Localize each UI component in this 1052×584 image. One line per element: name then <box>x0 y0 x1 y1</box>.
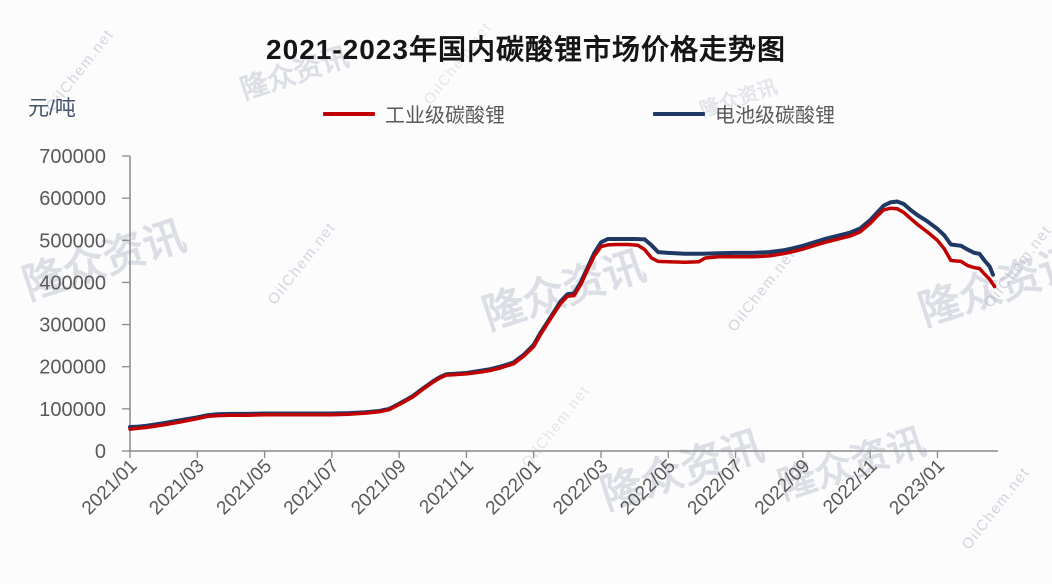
x-axis-tick-label: 2021/01 <box>78 456 141 519</box>
y-axis-tick-label: 600000 <box>39 188 106 210</box>
x-axis-tick-label: 2021/05 <box>213 456 276 519</box>
x-axis-tick-label: 2022/11 <box>819 456 881 518</box>
x-axis-tick-label: 2023/01 <box>886 456 949 519</box>
x-axis-tick-label: 2021/03 <box>145 456 208 519</box>
y-axis-unit-label: 元/吨 <box>28 97 76 120</box>
x-axis-tick-label: 2022/07 <box>684 456 747 519</box>
x-axis-tick-label: 2022/09 <box>751 456 814 519</box>
x-axis-tick-label: 2021/07 <box>280 456 343 519</box>
y-axis-tick-label: 500000 <box>39 230 106 252</box>
y-axis-tick-label: 400000 <box>39 272 106 294</box>
y-axis-tick-label: 0 <box>95 441 106 463</box>
y-axis-tick-label: 300000 <box>39 315 106 337</box>
x-axis-tick-label: 2021/09 <box>347 456 410 519</box>
x-axis-tick-label: 2022/01 <box>482 456 545 519</box>
x-axis-tick-label: 2022/03 <box>549 456 612 519</box>
series-line-industrial <box>128 206 997 431</box>
y-axis-tick-label: 200000 <box>39 357 106 379</box>
series-line-battery <box>128 199 995 429</box>
chart-title: 2021-2023年国内碳酸锂市场价格走势图 <box>266 34 786 65</box>
x-axis-tick-label: 2022/05 <box>616 456 679 519</box>
y-axis-tick-label: 700000 <box>39 146 106 168</box>
y-axis-tick-label: 100000 <box>39 399 106 421</box>
x-axis-tick-label: 2021/11 <box>416 456 478 518</box>
